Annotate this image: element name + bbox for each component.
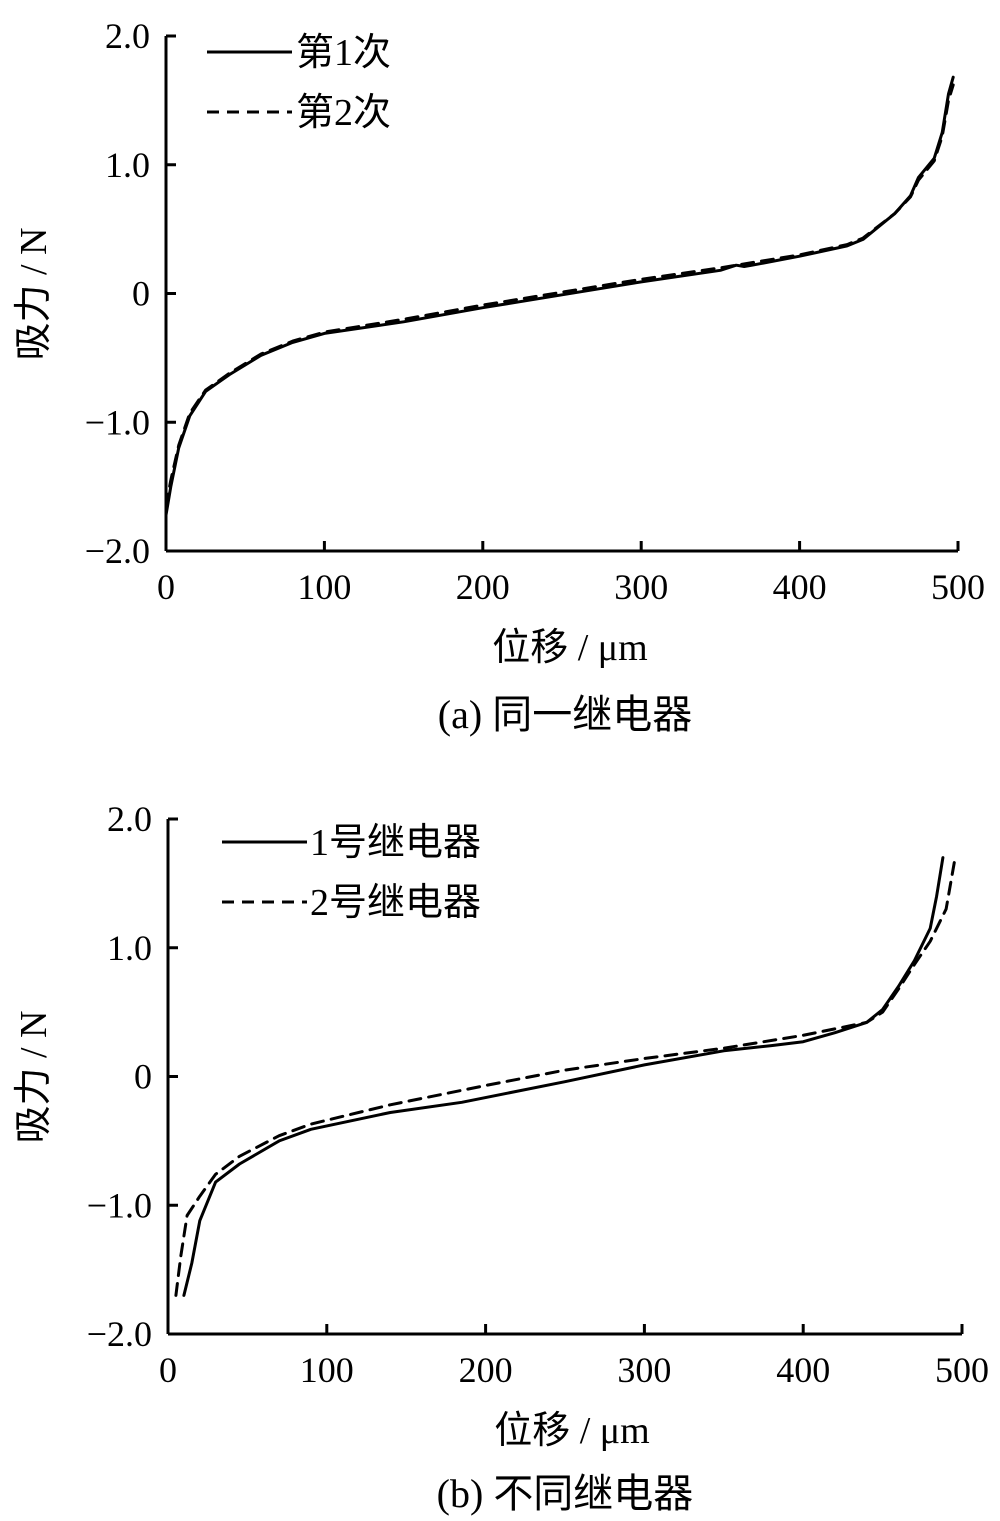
y-tick-label: −2.0 — [85, 531, 150, 571]
y-tick-label: 0 — [132, 274, 150, 314]
series-line-1 — [182, 856, 945, 1297]
y-tick-label: 0 — [134, 1057, 152, 1097]
legend-label-series-1: 第1次 — [296, 32, 391, 74]
x-tick-label: 100 — [297, 567, 351, 607]
x-tick-label: 400 — [773, 567, 827, 607]
x-axis-title-a: 位移 / μm — [492, 627, 648, 669]
chart-panel-a: −2.0−1.001.02.00 100 200 300 400 500 第1次 第2次 … — [13, 16, 985, 737]
x-tick-label: 200 — [456, 567, 510, 607]
legend-b: 1号继电器 2号继电器 — [222, 822, 481, 924]
plot-area-a: −2.0 −1.0 0 1.0 2.0 0 100 200 300 400 500 — [85, 16, 985, 607]
caption-a: (a) 同一继电器 — [438, 692, 692, 737]
caption-b: (b) 不同继电器 — [437, 1471, 694, 1516]
x-tick-label: 300 — [614, 567, 668, 607]
y-tick-label: −2.0 — [87, 1314, 152, 1354]
series-line-2 — [174, 853, 958, 1297]
x-tick-label: 300 — [617, 1350, 671, 1390]
x-tick-label: 500 — [931, 567, 985, 607]
x-tick-label: 200 — [459, 1350, 513, 1390]
x-tick-label: 0 — [159, 1350, 177, 1390]
y-tick-label: 2.0 — [105, 16, 150, 56]
legend-label-series-2: 第2次 — [296, 92, 391, 134]
series-line-1 — [164, 75, 955, 517]
y-axis-title-b: 吸力 / N — [13, 1010, 55, 1143]
legend-a: 第1次 第2次 — [207, 32, 391, 134]
x-axis-title-b: 位移 / μm — [494, 1410, 650, 1452]
chart-panel-b: −2.0 −1.0 0 1.0 2.0 0 100 200 300 400 500 1号继电器 2号… — [13, 799, 989, 1516]
y-tick-label: 1.0 — [107, 928, 152, 968]
x-tick-label: 100 — [300, 1350, 354, 1390]
y-axis-title-a: 吸力 / N — [13, 227, 55, 360]
y-tick-label: 2.0 — [107, 799, 152, 839]
y-tick-label: 1.0 — [105, 145, 150, 185]
x-tick-label: 400 — [776, 1350, 830, 1390]
series-line-2 — [164, 83, 955, 508]
legend-label-series-1: 1号继电器 — [310, 822, 481, 864]
y-tick-label: −1.0 — [85, 402, 150, 442]
y-tick-label: −1.0 — [87, 1185, 152, 1225]
plot-area-b: −2.0 −1.0 0 1.0 2.0 0 100 200 300 400 500 — [87, 799, 989, 1390]
x-tick-label: 0 — [157, 567, 175, 607]
legend-label-series-2: 2号继电器 — [310, 882, 481, 924]
x-tick-label: 500 — [935, 1350, 989, 1390]
